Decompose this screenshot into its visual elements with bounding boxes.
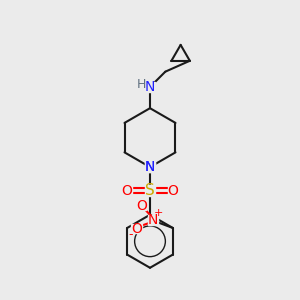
Bar (145, 162, 155, 172)
Bar (148, 215, 158, 225)
Text: N: N (145, 80, 155, 94)
Bar (145, 185, 155, 196)
Bar (131, 224, 142, 233)
Text: N: N (145, 160, 155, 174)
Text: N: N (148, 213, 158, 227)
Text: N: N (145, 160, 155, 174)
Text: O: O (131, 222, 142, 236)
Text: H: H (136, 77, 146, 91)
Bar (122, 186, 132, 196)
Bar (137, 201, 146, 210)
Bar (145, 82, 155, 92)
Text: O: O (167, 184, 178, 198)
Bar (145, 162, 155, 172)
Text: O: O (136, 199, 147, 213)
Bar (168, 186, 178, 196)
Text: +: + (154, 208, 164, 218)
Text: S: S (145, 183, 155, 198)
Text: -: - (128, 228, 133, 241)
Text: O: O (122, 184, 133, 198)
